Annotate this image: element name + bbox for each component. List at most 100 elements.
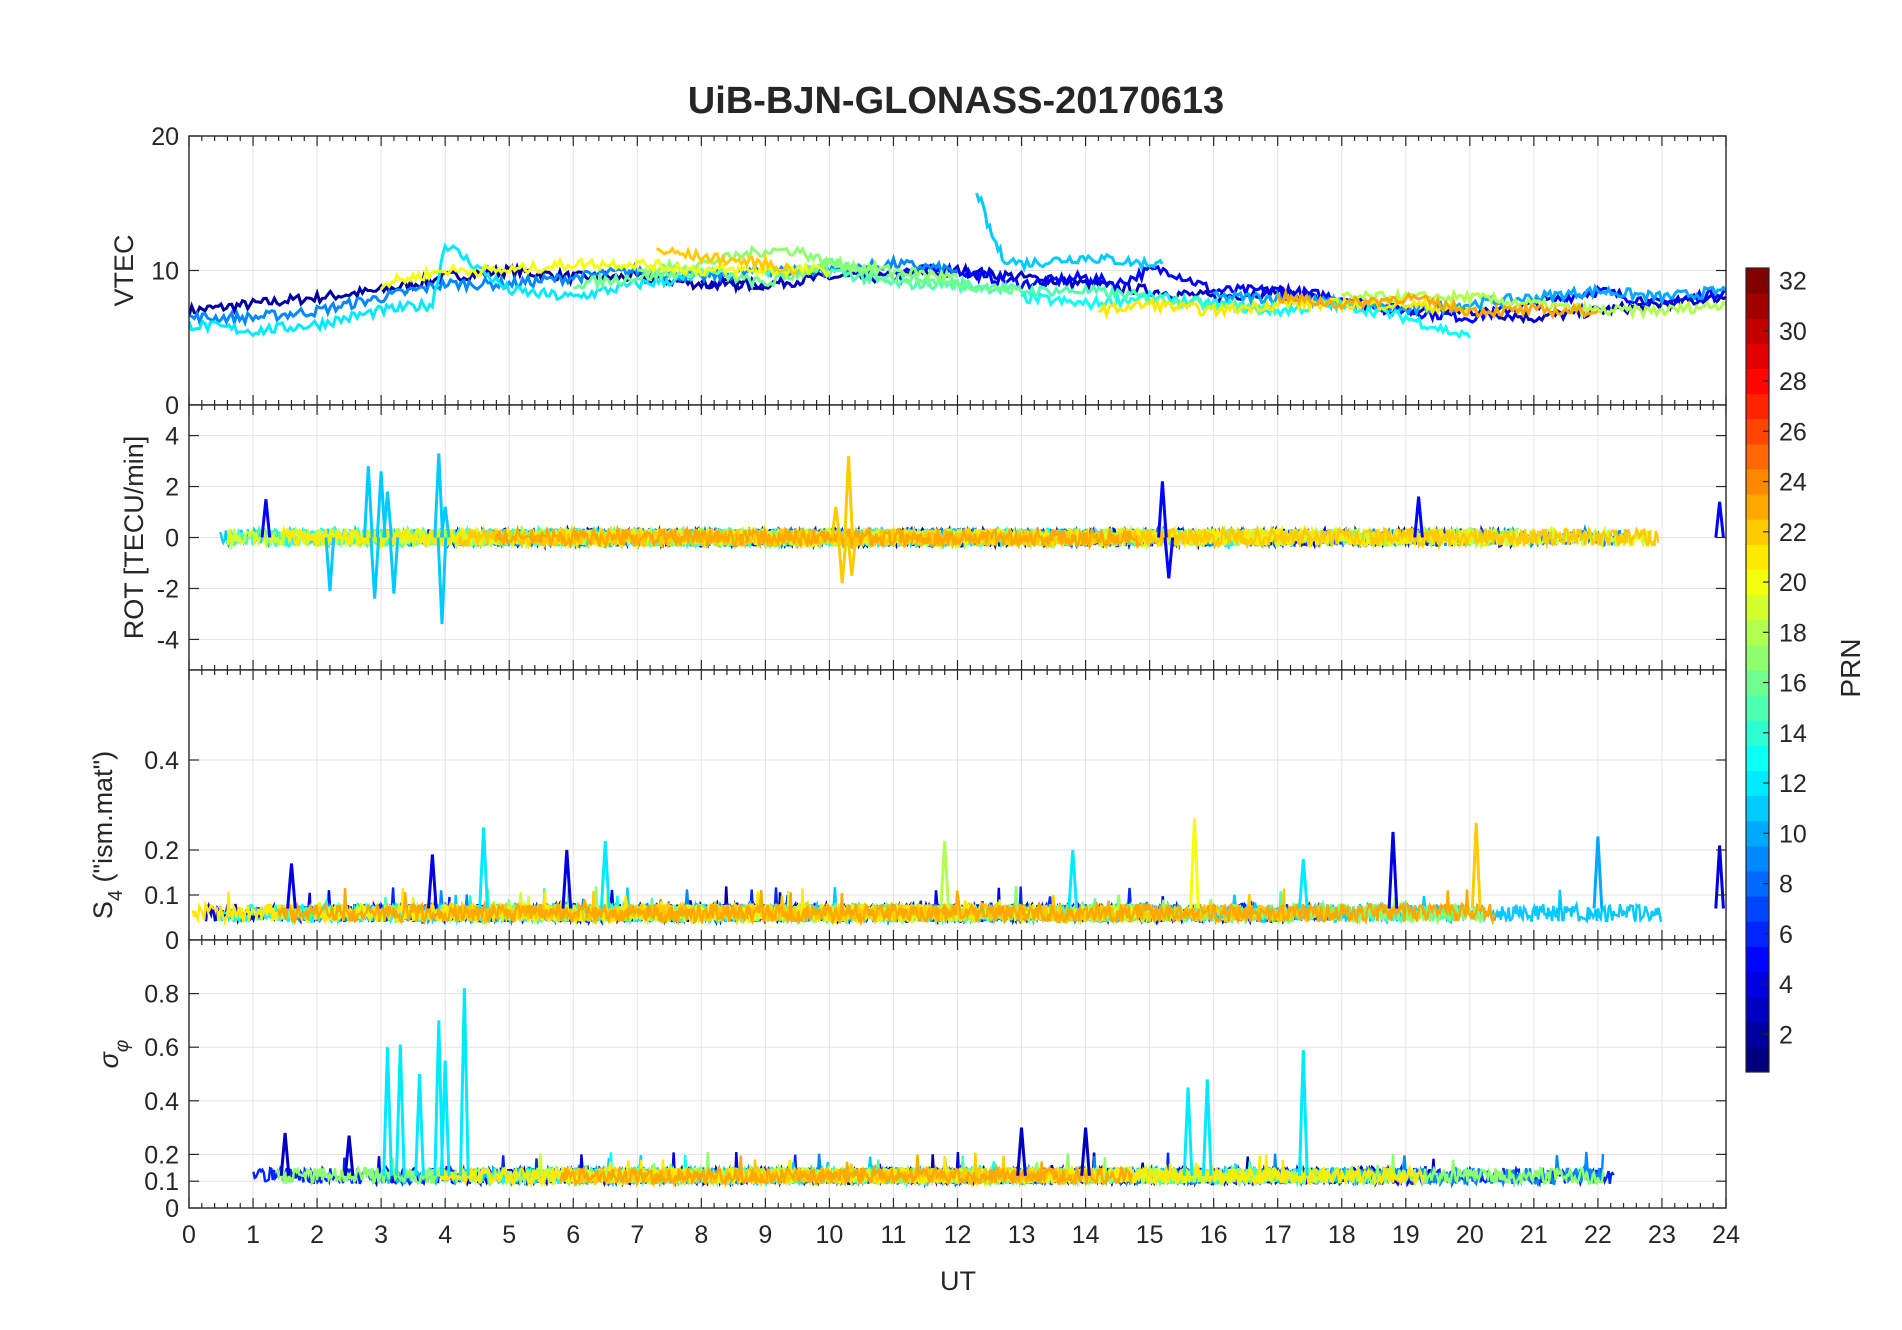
colorbar-segment bbox=[1746, 896, 1769, 922]
colorbar-tick-label: 16 bbox=[1779, 670, 1807, 698]
spike-prn-12 bbox=[1067, 849, 1079, 909]
y-tick-label: 0.2 bbox=[144, 1141, 179, 1169]
colorbar-segment bbox=[1746, 720, 1769, 746]
series-prn-23 bbox=[1276, 288, 1599, 320]
colorbar-segment bbox=[1746, 845, 1769, 872]
y-tick-label: 0.8 bbox=[144, 981, 179, 1009]
y-axis-label: S4 ("ism.mat") bbox=[88, 751, 127, 919]
spike-prn-3 bbox=[1080, 1127, 1091, 1176]
series-prn-11 bbox=[975, 192, 1164, 273]
y-tick-label: 0.2 bbox=[144, 837, 179, 865]
spike-prn-12 bbox=[1298, 858, 1309, 909]
colorbar-segment bbox=[1746, 443, 1769, 470]
colorbar-tick-label: 14 bbox=[1779, 720, 1807, 748]
spike-prn-11 bbox=[439, 506, 451, 538]
colorbar-segment bbox=[1746, 820, 1769, 847]
colorbar-segment bbox=[1746, 494, 1769, 520]
series-prn-23 bbox=[277, 887, 1497, 927]
series-prn-17 bbox=[637, 244, 959, 284]
spike-prn-11 bbox=[436, 537, 448, 625]
spike-prn-5 bbox=[1163, 537, 1175, 579]
y-tick-label: 0.4 bbox=[144, 747, 179, 775]
colorbar-tick-label: 20 bbox=[1779, 569, 1807, 597]
spike-prn-5 bbox=[1714, 501, 1725, 538]
series-group bbox=[189, 192, 1726, 340]
series-group bbox=[252, 988, 1615, 1189]
spike-prn-11 bbox=[324, 537, 336, 592]
series-prn-13 bbox=[1020, 288, 1472, 340]
spike-prn-11 bbox=[375, 471, 387, 538]
colorbar-segment bbox=[1746, 343, 1769, 369]
colorbar-segment bbox=[1746, 946, 1769, 972]
x-ticks bbox=[188, 136, 1727, 405]
y-tick-label: 0 bbox=[165, 1195, 179, 1223]
series-prn-23 bbox=[494, 524, 1141, 551]
colorbar-segment bbox=[1746, 293, 1769, 319]
y-axis-label: ROT [TECU/min] bbox=[119, 436, 149, 640]
y-axis-label: VTEC bbox=[109, 234, 139, 306]
colorbar-tick-label: 4 bbox=[1779, 971, 1793, 999]
x-tick-label: 1 bbox=[246, 1221, 260, 1249]
spike-prn-11 bbox=[382, 491, 393, 538]
spike-prn-12 bbox=[433, 1020, 445, 1176]
colorbar-label: PRN bbox=[1835, 638, 1866, 697]
x-tick-label: 16 bbox=[1200, 1221, 1228, 1249]
x-tick-label: 15 bbox=[1136, 1221, 1164, 1249]
x-tick-label: 9 bbox=[758, 1221, 772, 1249]
y-tick-label: 10 bbox=[151, 258, 179, 286]
x-tick-label: 13 bbox=[1008, 1221, 1036, 1249]
x-tick-label: 19 bbox=[1392, 1221, 1420, 1249]
series-prn-23 bbox=[559, 1154, 1134, 1188]
colorbar-frame bbox=[1745, 267, 1770, 1073]
spike-prn-12 bbox=[439, 1060, 451, 1176]
series-group bbox=[191, 818, 1725, 927]
colorbar-segment bbox=[1746, 770, 1769, 797]
x-tick-label: 11 bbox=[880, 1221, 906, 1249]
colorbar-tick-label: 18 bbox=[1779, 619, 1807, 647]
x-tick-label: 14 bbox=[1072, 1221, 1100, 1249]
colorbar-segment bbox=[1746, 268, 1769, 294]
colorbar-segment bbox=[1746, 644, 1769, 671]
colorbar-tick-label: 10 bbox=[1779, 820, 1807, 848]
y-tick-label: 2 bbox=[165, 474, 179, 502]
panel-rot: -4 -2 0 2 4 ROT [TECU/min] bbox=[119, 404, 1727, 671]
y-tick-label: 20 bbox=[151, 123, 179, 151]
colorbar-segment bbox=[1746, 1046, 1769, 1073]
spike-prn-12 bbox=[599, 840, 611, 909]
x-ticks bbox=[188, 405, 1727, 670]
spike-prn-4 bbox=[286, 863, 297, 909]
spike-prn-3 bbox=[343, 1135, 355, 1176]
x-tick-label: 20 bbox=[1456, 1221, 1484, 1249]
colorbar-segment bbox=[1746, 921, 1769, 947]
colorbar-tick-label: 8 bbox=[1779, 871, 1793, 899]
series-prn-12 bbox=[189, 242, 703, 338]
y-tick-label: 0 bbox=[165, 927, 179, 955]
x-axis-label: UT bbox=[940, 1266, 976, 1296]
x-tick-label: 3 bbox=[374, 1221, 388, 1249]
colorbar-segment bbox=[1746, 996, 1769, 1023]
spike-prn-22 bbox=[830, 506, 842, 538]
spike-prn-12 bbox=[414, 1073, 425, 1176]
series-group bbox=[219, 453, 1725, 625]
spike-prn-4 bbox=[427, 854, 438, 909]
colorbar-segment bbox=[1746, 469, 1769, 495]
x-tick-label: 7 bbox=[630, 1221, 644, 1249]
x-tick-label: 10 bbox=[816, 1221, 844, 1249]
colorbar-tick-label: 22 bbox=[1779, 519, 1807, 547]
spike-prn-22 bbox=[846, 537, 858, 576]
spike-prn-12 bbox=[1201, 1079, 1213, 1176]
colorbar-segment bbox=[1746, 569, 1769, 596]
x-ticks bbox=[188, 940, 1727, 1208]
colorbar-segment bbox=[1746, 971, 1769, 998]
x-tick-label: 6 bbox=[566, 1221, 580, 1249]
spike-prn-18 bbox=[939, 840, 950, 909]
x-ticks bbox=[188, 670, 1727, 940]
spike-prn-12 bbox=[1182, 1087, 1194, 1176]
spike-prn-4 bbox=[561, 849, 573, 909]
series-prn-18 bbox=[1341, 286, 1726, 321]
colorbar-segment bbox=[1746, 670, 1769, 696]
colorbar-segment bbox=[1746, 619, 1769, 646]
spike-prn-10 bbox=[1592, 836, 1604, 909]
